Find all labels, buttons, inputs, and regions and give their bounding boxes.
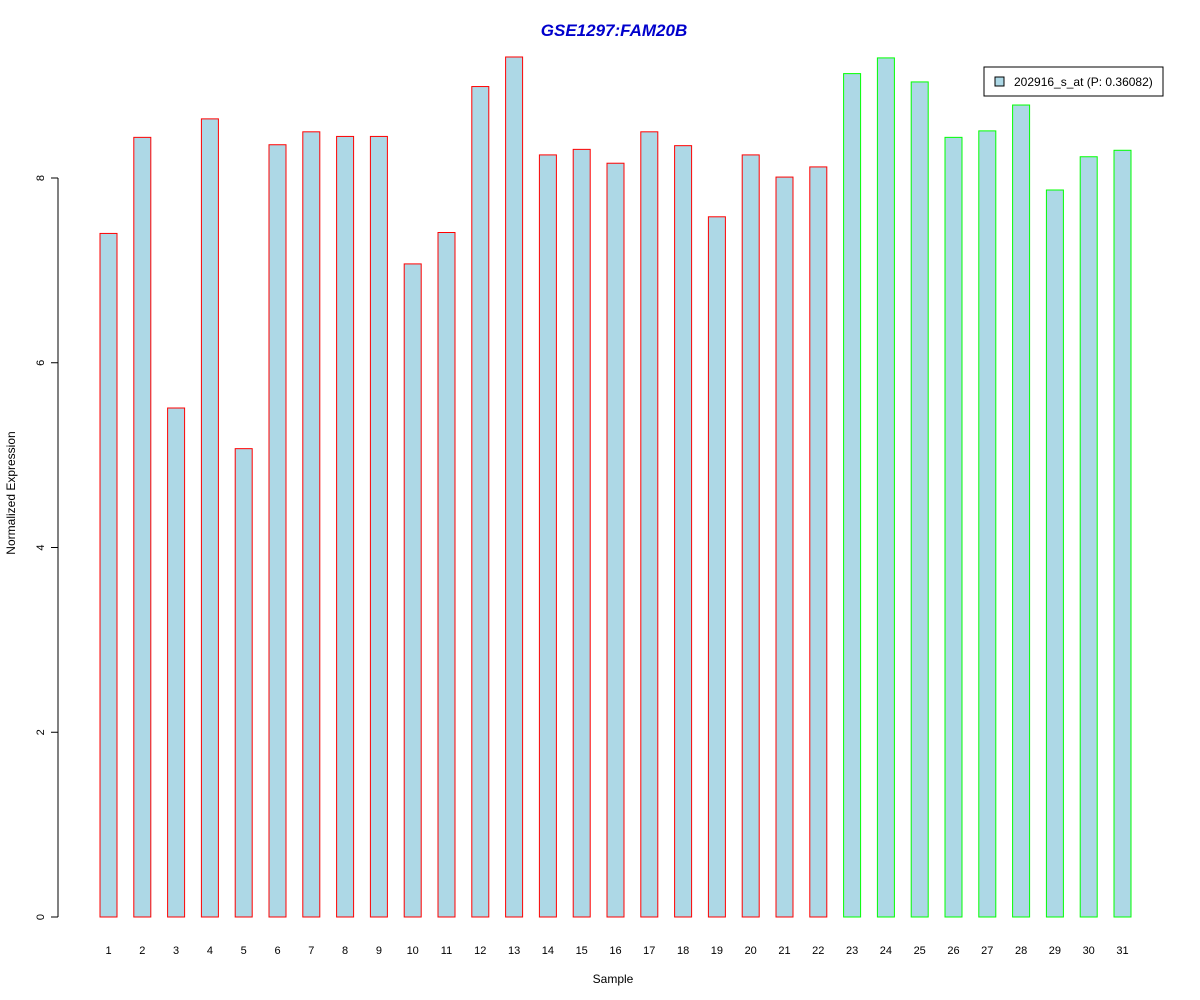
x-tick-label: 30: [1083, 945, 1095, 957]
bar-sample-4: [200, 118, 219, 918]
y-tick-label: 4: [35, 544, 47, 550]
x-tick-label: 6: [274, 945, 280, 957]
x-axis-label: Sample: [593, 972, 634, 986]
bar-sample-19: [707, 216, 726, 918]
legend-label: 202916_s_at (P: 0.36082): [1014, 75, 1153, 89]
y-tick-label: 6: [35, 360, 47, 366]
bar-sample-3: [167, 407, 186, 918]
legend-box: [983, 66, 1164, 97]
bar-sample-2: [133, 136, 152, 918]
bar-sample-20: [741, 154, 760, 918]
y-tick-label: 2: [35, 729, 47, 735]
bars: [99, 56, 1132, 918]
x-tick-label: 19: [711, 945, 723, 957]
y-tick-label: 0: [35, 914, 47, 920]
x-tick-label: 10: [407, 945, 419, 957]
bar-sample-5: [234, 448, 253, 918]
x-tick-label: 20: [745, 945, 757, 957]
bar-sample-8: [336, 135, 355, 918]
bar-sample-25: [910, 81, 929, 918]
y-axis-label: Normalized Expression: [4, 431, 18, 554]
bar-sample-27: [978, 130, 997, 918]
x-tick-label: 15: [576, 945, 588, 957]
x-tick-label: 13: [508, 945, 520, 957]
bar-sample-9: [369, 135, 388, 918]
bar-sample-15: [572, 148, 591, 918]
bar-sample-14: [538, 154, 557, 918]
x-tick-label: 29: [1049, 945, 1061, 957]
x-tick-label: 31: [1116, 945, 1128, 957]
chart-title: GSE1297:FAM20B: [541, 21, 687, 40]
legend: 202916_s_at (P: 0.36082): [983, 66, 1164, 97]
y-tick-label: 8: [35, 175, 47, 181]
x-tick-label: 23: [846, 945, 858, 957]
x-tick-label: 25: [914, 945, 926, 957]
y-axis: 0 2 4 6 8: [35, 175, 59, 920]
x-tick-label: 21: [778, 945, 790, 957]
bar-sample-11: [437, 232, 456, 918]
x-tick-label: 4: [207, 945, 213, 957]
bar-sample-24: [876, 57, 895, 918]
bar-sample-18: [674, 145, 693, 918]
x-tick-label: 22: [812, 945, 824, 957]
x-tick-labels: 1 2 3 4 5 6 7 8 9 10 11 12 13 14 15 16 17 18 19 20 21 22 23 24 2…: [105, 945, 1128, 957]
bar-sample-22: [809, 166, 828, 918]
x-tick-label: 3: [173, 945, 179, 957]
bar-sample-16: [606, 162, 625, 918]
x-tick-label: 28: [1015, 945, 1027, 957]
x-tick-label: 24: [880, 945, 892, 957]
bar-sample-26: [944, 136, 963, 918]
bar-sample-13: [505, 56, 524, 918]
x-tick-label: 18: [677, 945, 689, 957]
bar-sample-21: [775, 176, 794, 918]
bar-sample-17: [640, 131, 659, 918]
bar-sample-29: [1045, 189, 1064, 918]
legend-swatch: [994, 76, 1005, 87]
x-tick-label: 11: [441, 945, 452, 957]
bar-sample-12: [471, 86, 490, 918]
x-tick-label: 9: [376, 945, 382, 957]
bar-sample-23: [843, 73, 862, 918]
bar-sample-1: [99, 232, 118, 918]
x-tick-label: 2: [139, 945, 145, 957]
bar-sample-30: [1079, 156, 1098, 918]
x-tick-label: 17: [643, 945, 655, 957]
x-tick-label: 5: [241, 945, 247, 957]
x-tick-label: 1: [105, 945, 111, 957]
x-tick-label: 8: [342, 945, 348, 957]
x-tick-label: 26: [947, 945, 959, 957]
x-tick-label: 7: [308, 945, 314, 957]
x-tick-label: 14: [542, 945, 554, 957]
bar-sample-28: [1012, 104, 1031, 918]
x-tick-label: 16: [609, 945, 621, 957]
bar-sample-31: [1113, 149, 1132, 918]
bar-sample-7: [302, 131, 321, 918]
bar-sample-10: [403, 263, 422, 918]
x-tick-label: 27: [981, 945, 993, 957]
x-tick-label: 12: [474, 945, 486, 957]
bar-sample-6: [268, 144, 287, 918]
